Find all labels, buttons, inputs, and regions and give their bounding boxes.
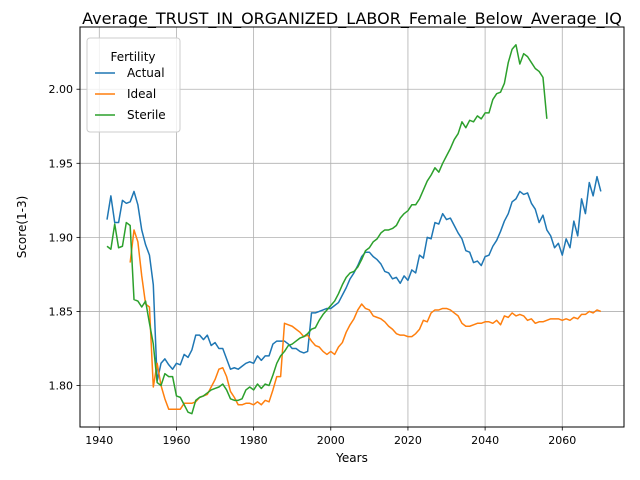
x-tick-label: 2000 [317, 434, 345, 447]
x-tick-label: 1980 [240, 434, 268, 447]
x-tick-label: 1940 [85, 434, 113, 447]
x-axis-ticks: 1940 1960 1980 2000 2020 2040 2060 [85, 427, 576, 447]
legend: Fertility Actual Ideal Sterile [86, 37, 181, 133]
x-tick-label: 2040 [471, 434, 499, 447]
series-line-sterile [106, 44, 548, 415]
x-tick-label: 2020 [394, 434, 422, 447]
chart-title: Average_TRUST_IN_ORGANIZED_LABOR_Female_… [82, 9, 622, 29]
y-tick-label: 1.80 [49, 380, 74, 393]
legend-items: Actual Ideal Sterile [95, 66, 166, 122]
x-tick-label: 2060 [548, 434, 576, 447]
legend-label-sterile: Sterile [127, 108, 166, 122]
legend-title: Fertility [110, 50, 155, 64]
y-tick-label: 1.95 [49, 157, 74, 170]
y-tick-label: 1.85 [49, 305, 74, 318]
y-tick-label: 2.00 [49, 83, 74, 96]
x-axis-label: Years [335, 451, 368, 465]
legend-label-actual: Actual [127, 66, 165, 80]
grid [80, 27, 624, 427]
legend-box [86, 37, 181, 133]
series-line-actual [106, 175, 602, 382]
y-axis-ticks: 1.80 1.85 1.90 1.95 2.00 [49, 83, 80, 393]
series-layer [106, 44, 602, 415]
legend-label-ideal: Ideal [127, 87, 156, 101]
plot-frame [79, 26, 625, 428]
y-tick-label: 1.90 [49, 231, 74, 244]
y-axis-label: Score(1-3) [15, 196, 29, 259]
x-tick-label: 1960 [162, 434, 190, 447]
